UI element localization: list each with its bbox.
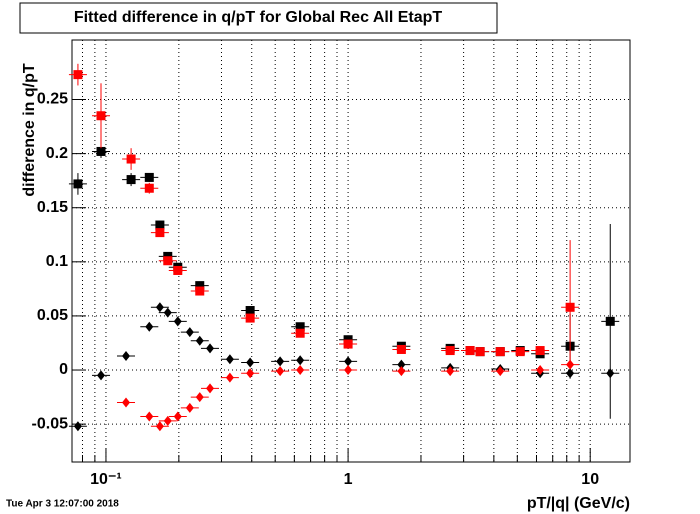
marker bbox=[173, 316, 182, 327]
marker bbox=[397, 359, 406, 370]
marker bbox=[195, 335, 204, 346]
marker bbox=[565, 302, 575, 312]
marker bbox=[246, 357, 255, 368]
marker bbox=[96, 111, 106, 121]
marker bbox=[96, 146, 106, 156]
marker bbox=[163, 415, 172, 426]
marker bbox=[173, 265, 183, 275]
marker bbox=[606, 368, 615, 379]
marker bbox=[126, 175, 136, 185]
marker bbox=[126, 154, 136, 164]
marker bbox=[73, 70, 83, 80]
marker bbox=[296, 365, 305, 376]
y-tick-label: 0.1 bbox=[46, 253, 68, 270]
marker bbox=[145, 321, 154, 332]
marker bbox=[536, 365, 545, 376]
x-tick-label: 10 bbox=[581, 471, 599, 488]
marker bbox=[185, 402, 194, 413]
marker bbox=[446, 366, 455, 377]
y-axis-label: difference in q/pT bbox=[21, 63, 38, 197]
marker bbox=[343, 339, 353, 349]
marker bbox=[296, 355, 305, 366]
marker bbox=[295, 328, 305, 338]
marker bbox=[535, 346, 545, 356]
marker bbox=[245, 306, 255, 316]
x-tick-label: 10⁻¹ bbox=[90, 471, 122, 488]
marker bbox=[206, 383, 215, 394]
marker bbox=[195, 392, 204, 403]
x-axis-label: pT/|q| (GeV/c) bbox=[527, 495, 630, 512]
marker bbox=[225, 372, 234, 383]
chart-title: Fitted difference in q/pT for Global Rec… bbox=[74, 9, 443, 26]
marker bbox=[344, 356, 353, 367]
marker bbox=[566, 368, 575, 379]
marker bbox=[122, 397, 131, 408]
marker bbox=[73, 179, 83, 189]
y-tick-label: -0.05 bbox=[32, 415, 69, 432]
marker bbox=[195, 281, 205, 291]
marker bbox=[396, 344, 406, 354]
timestamp: Tue Apr 3 12:07:00 2018 bbox=[6, 499, 119, 510]
marker bbox=[495, 347, 505, 357]
marker bbox=[144, 172, 154, 182]
y-tick-label: 0.2 bbox=[46, 145, 68, 162]
marker bbox=[195, 286, 205, 296]
marker bbox=[475, 347, 485, 357]
marker bbox=[155, 228, 165, 238]
y-tick-label: 0.05 bbox=[37, 307, 68, 324]
marker bbox=[155, 220, 165, 230]
marker bbox=[122, 350, 131, 361]
marker bbox=[97, 370, 106, 381]
marker bbox=[465, 346, 475, 356]
marker bbox=[397, 366, 406, 377]
marker bbox=[344, 365, 353, 376]
marker bbox=[246, 368, 255, 379]
marker bbox=[185, 327, 194, 338]
marker bbox=[225, 354, 234, 365]
marker bbox=[206, 343, 215, 354]
y-tick-label: 0.25 bbox=[37, 91, 68, 108]
marker bbox=[276, 356, 285, 367]
marker bbox=[245, 313, 255, 323]
marker bbox=[496, 366, 505, 377]
marker bbox=[163, 307, 172, 318]
marker bbox=[605, 316, 615, 326]
marker bbox=[295, 322, 305, 332]
plot-frame bbox=[71, 39, 631, 463]
marker bbox=[145, 411, 154, 422]
marker bbox=[515, 347, 525, 357]
marker bbox=[566, 359, 575, 370]
marker bbox=[445, 346, 455, 356]
x-tick-label: 1 bbox=[344, 471, 353, 488]
marker bbox=[155, 421, 164, 432]
y-tick-label: 0.15 bbox=[37, 199, 68, 216]
marker bbox=[276, 366, 285, 377]
marker bbox=[163, 256, 173, 266]
marker bbox=[155, 302, 164, 313]
marker bbox=[173, 411, 182, 422]
title-box bbox=[19, 2, 498, 34]
marker bbox=[144, 183, 154, 193]
marker bbox=[73, 421, 82, 432]
y-tick-label: 0 bbox=[59, 361, 68, 378]
